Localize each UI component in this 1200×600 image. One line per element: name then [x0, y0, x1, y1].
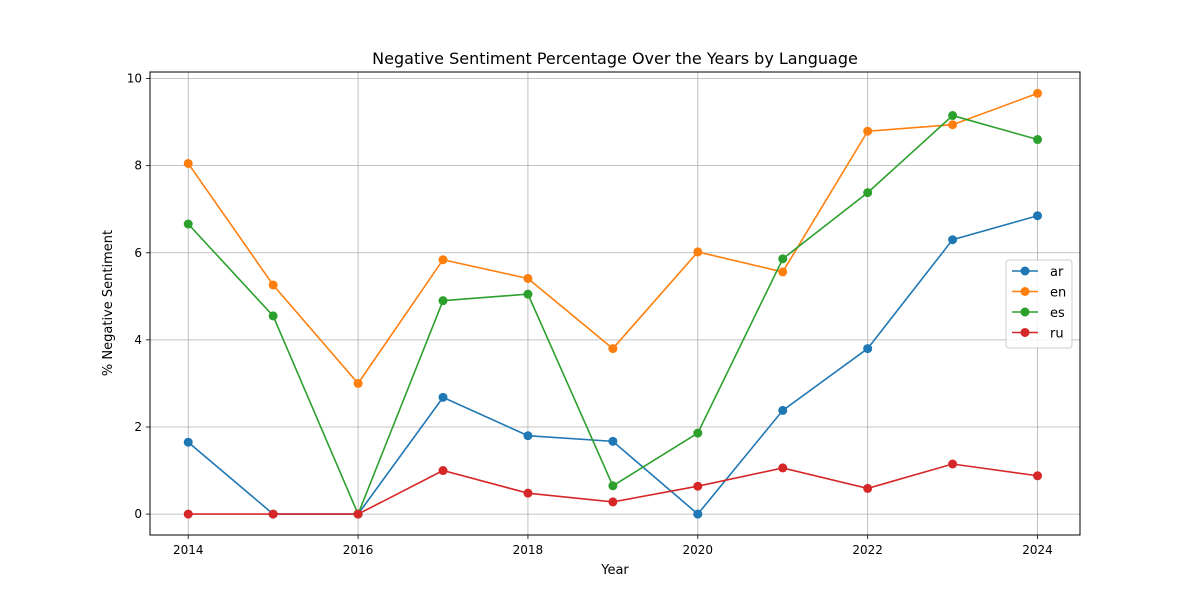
data-point-en	[268, 280, 278, 290]
data-point-ru	[778, 463, 788, 473]
x-axis-label: Year	[600, 563, 629, 578]
x-tick-label: 2024	[1022, 543, 1053, 557]
data-point-es	[268, 311, 278, 321]
y-axis-label: % Negative Sentiment	[101, 230, 116, 376]
data-point-es	[948, 111, 958, 121]
data-point-ru	[608, 497, 618, 507]
data-point-ru	[438, 466, 448, 476]
data-point-es	[438, 296, 448, 306]
y-tick-label: 2	[134, 420, 142, 434]
data-point-ru	[353, 509, 363, 519]
legend-marker-es	[1020, 307, 1030, 317]
data-point-ar	[523, 431, 533, 441]
series-group	[183, 88, 1043, 519]
data-point-ar	[693, 509, 703, 519]
data-point-es	[183, 219, 193, 229]
data-point-es	[523, 289, 533, 299]
x-axis: 2014 2016 2018 2020 2022 2024	[173, 535, 1053, 557]
data-point-en	[183, 158, 193, 168]
data-point-es	[1033, 135, 1043, 145]
data-point-ru	[863, 483, 873, 493]
data-point-ar	[778, 405, 788, 415]
y-tick-label: 10	[127, 72, 142, 86]
legend-label-es: es	[1050, 306, 1065, 321]
data-point-en	[778, 267, 788, 277]
data-point-es	[778, 254, 788, 264]
data-point-en	[438, 255, 448, 265]
x-tick-label: 2020	[683, 543, 714, 557]
data-point-ar	[948, 235, 958, 245]
y-axis: 0 2 4 6 8 10	[127, 72, 150, 521]
x-tick-label: 2022	[852, 543, 883, 557]
data-point-ru	[948, 459, 958, 469]
chart-title: Negative Sentiment Percentage Over the Y…	[372, 49, 858, 68]
legend-box	[1005, 259, 1073, 349]
legend-marker-ar	[1020, 266, 1030, 276]
data-point-ar	[183, 437, 193, 447]
legend-label-en: en	[1050, 286, 1066, 301]
y-tick-label: 6	[134, 246, 142, 260]
data-point-en	[523, 273, 533, 283]
data-point-es	[863, 188, 873, 198]
x-tick-label: 2018	[513, 543, 544, 557]
legend-label-ru: ru	[1050, 327, 1064, 342]
x-tick-label: 2014	[173, 543, 204, 557]
data-point-ar	[863, 344, 873, 354]
data-point-en	[693, 247, 703, 257]
data-point-ru	[1033, 471, 1043, 481]
data-point-ru	[693, 481, 703, 491]
grid	[150, 72, 1080, 535]
legend-marker-ru	[1020, 328, 1030, 337]
legend-label-ar: ar	[1050, 265, 1064, 280]
data-point-ar	[608, 436, 618, 446]
y-tick-label: 8	[134, 159, 142, 173]
data-point-es	[693, 428, 703, 438]
legend: ar en es ru	[1005, 259, 1073, 349]
data-point-ar	[438, 392, 448, 402]
data-point-ar	[1033, 211, 1043, 221]
data-point-en	[608, 344, 618, 354]
x-tick-label: 2016	[343, 543, 374, 557]
y-tick-label: 4	[134, 333, 142, 347]
plot-frame	[149, 71, 1081, 536]
data-point-en	[1033, 88, 1043, 98]
data-point-ru	[268, 509, 278, 519]
data-point-en	[948, 120, 958, 130]
data-point-es	[608, 481, 618, 491]
y-tick-label: 0	[134, 507, 142, 521]
data-point-ru	[183, 509, 193, 519]
data-point-ru	[523, 488, 533, 498]
legend-marker-en	[1020, 287, 1030, 296]
data-point-en	[353, 378, 363, 388]
data-point-en	[863, 126, 873, 136]
